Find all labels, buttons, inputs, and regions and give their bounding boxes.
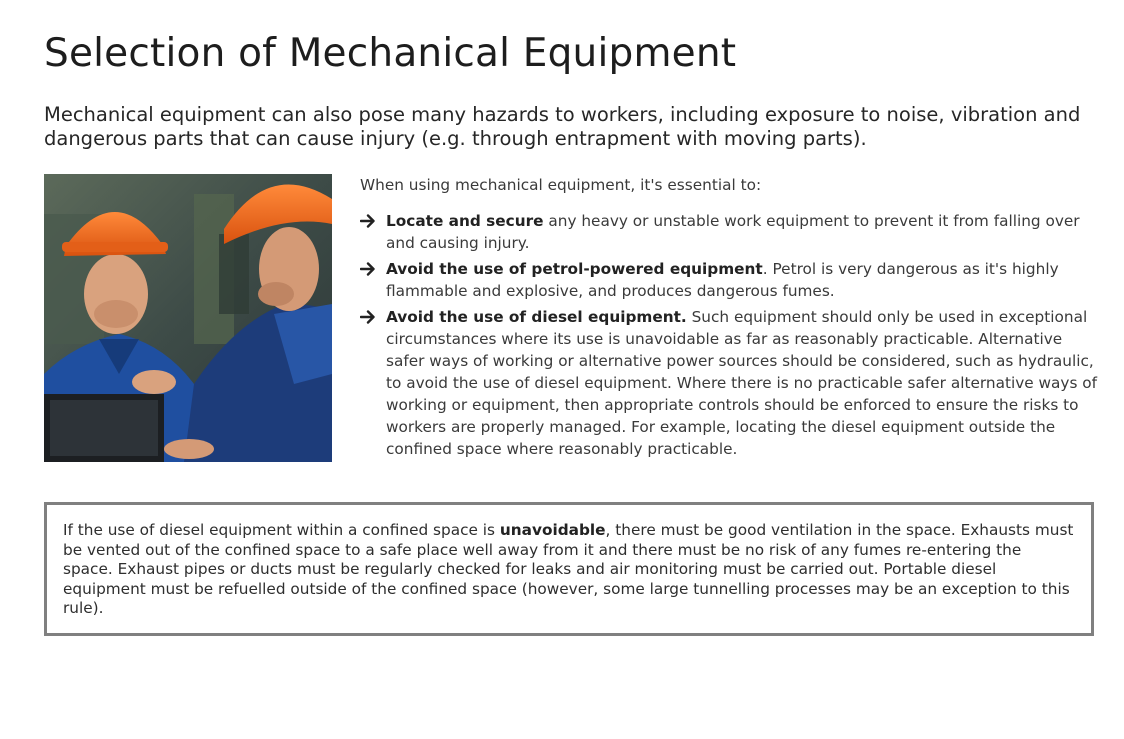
arrow-right-icon [360,212,376,230]
note-paragraph: If the use of diesel equipment within a … [63,521,1075,619]
list-item: Avoid the use of petrol-powered equipmen… [360,258,1105,302]
bullet-bold-text: Avoid the use of petrol-powered equipmen… [386,260,763,278]
bullet-text: Such equipment should only be used in ex… [386,308,1098,458]
arrow-right-icon [360,308,376,326]
workers-with-hardhats-photo-icon [44,174,332,462]
page-title: Selection of Mechanical Equipment [44,31,737,76]
arrow-right-icon [360,260,376,278]
list-item: Locate and secure any heavy or unstable … [360,210,1105,254]
bullet-text: . Petrol is very dangerous as it's highl… [386,260,1059,300]
note-bold-text: unavoidable [499,521,606,539]
lead-text: When using mechanical equipment, it's es… [360,176,762,194]
bullet-bold-text: Avoid the use of diesel equipment. [386,308,687,326]
note-text-before: If the use of diesel equipment within a … [63,521,500,539]
bullet-text: any heavy or unstable work equipment to … [386,212,1080,252]
bullet-list: Locate and secure any heavy or unstable … [360,210,1105,460]
list-item: Avoid the use of diesel equipment. Such … [360,306,1105,460]
note-text-after: , there must be good ventilation in the … [63,521,1074,617]
intro-paragraph: Mechanical equipment can also pose many … [44,103,1081,150]
bullet-bold-text: Locate and secure [386,212,544,230]
workers-photo [44,174,332,462]
diesel-note-box: If the use of diesel equipment within a … [44,502,1094,636]
content-section: When using mechanical equipment, it's es… [360,174,1105,464]
